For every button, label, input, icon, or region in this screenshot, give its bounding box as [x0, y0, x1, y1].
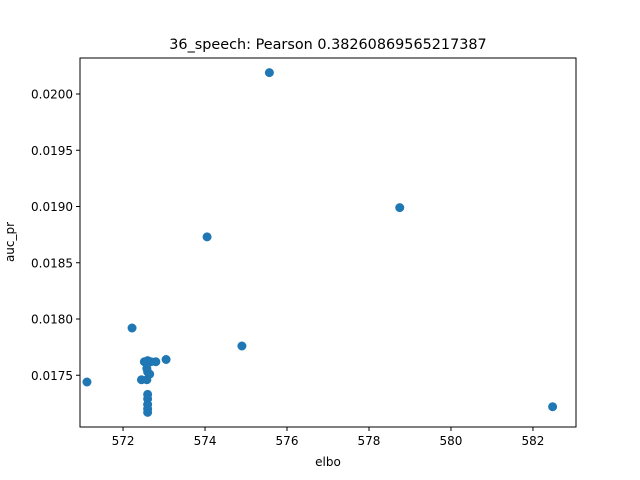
- data-point: [395, 203, 405, 213]
- x-tick-label: 578: [358, 434, 381, 448]
- y-tick-label: 0.0200: [31, 88, 73, 102]
- data-point: [142, 375, 152, 385]
- plot-area-frame: [79, 57, 577, 428]
- data-point: [161, 355, 171, 364]
- x-axis-ticks: 572 574 576 578 580 582: [112, 427, 545, 448]
- x-tick-label: 576: [276, 434, 299, 448]
- x-tick-label: 580: [440, 434, 463, 448]
- x-axis-label: elbo: [315, 455, 341, 469]
- chart-title: 36_speech: Pearson 0.38260869565217387: [169, 37, 486, 53]
- data-point: [151, 357, 161, 367]
- y-axis-ticks: 0.0175 0.0180 0.0185 0.0190 0.0195 0.0200: [31, 88, 80, 383]
- data-point: [548, 402, 558, 412]
- y-tick-label: 0.0180: [31, 313, 73, 327]
- data-point: [143, 407, 153, 417]
- y-tick-label: 0.0175: [31, 369, 73, 383]
- x-tick-label: 572: [112, 434, 135, 448]
- data-point: [264, 68, 274, 78]
- data-point: [237, 341, 247, 351]
- x-tick-label: 574: [194, 434, 217, 448]
- points-layer: [82, 68, 558, 417]
- y-tick-label: 0.0195: [31, 144, 73, 158]
- data-point: [127, 323, 137, 333]
- x-tick-label: 582: [522, 434, 545, 448]
- data-point: [82, 377, 92, 387]
- y-tick-label: 0.0185: [31, 256, 73, 270]
- y-tick-label: 0.0190: [31, 200, 73, 214]
- y-axis-label: auc_pr: [3, 222, 17, 262]
- data-point: [202, 232, 212, 242]
